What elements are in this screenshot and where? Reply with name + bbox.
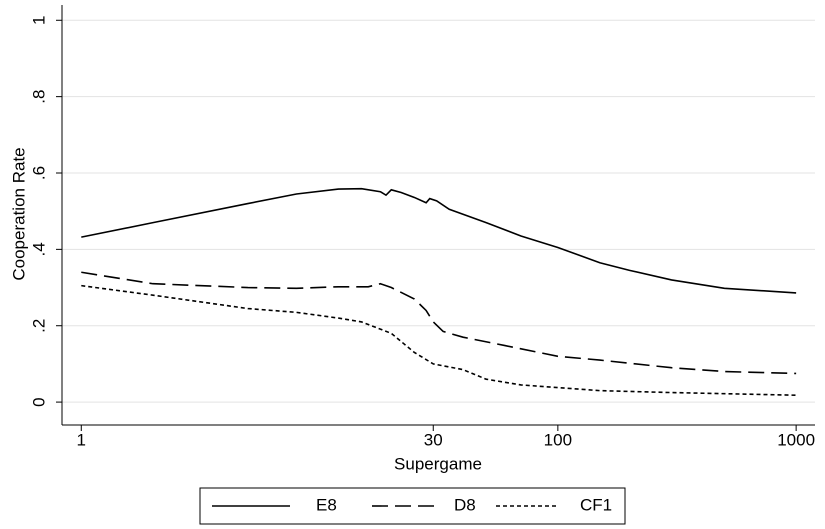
- x-tick-label: 30: [424, 430, 443, 449]
- legend-label: CF1: [580, 495, 612, 514]
- legend-label: E8: [316, 495, 337, 514]
- y-axis-title: Cooperation Rate: [9, 147, 28, 280]
- y-tick-label: 1: [29, 16, 48, 25]
- series-line: [81, 187, 797, 294]
- y-tick-label: .8: [29, 90, 48, 104]
- legend-box: [199, 487, 626, 525]
- y-tick-label: .2: [29, 319, 48, 333]
- x-tick-label: 100: [544, 430, 572, 449]
- series-line: [81, 271, 797, 375]
- x-tick-label: 1000: [777, 430, 815, 449]
- series-line: [81, 284, 797, 397]
- y-tick-label: .4: [29, 242, 48, 256]
- y-tick-label: 0: [29, 397, 48, 406]
- x-tick-label: 1: [77, 430, 86, 449]
- y-tick-label: .6: [29, 166, 48, 180]
- legend-label: D8: [454, 495, 476, 514]
- x-axis-title: Supergame: [394, 454, 482, 473]
